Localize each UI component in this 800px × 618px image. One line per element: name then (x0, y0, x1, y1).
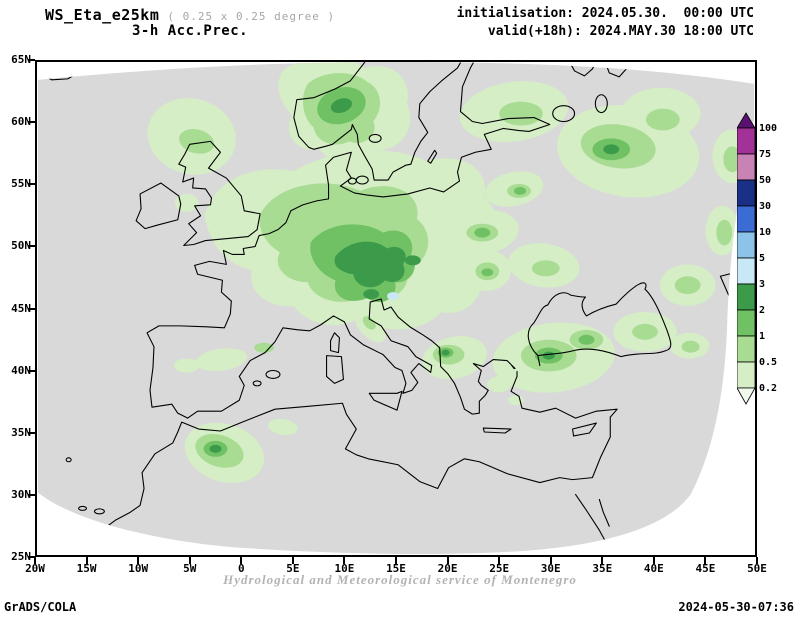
time-block: initialisation: 2024.05.30. 00:00 UTC va… (457, 5, 754, 41)
colorbar-label: 1 (759, 331, 765, 342)
lon-label: 5E (286, 562, 300, 575)
lon-label: 35E (592, 562, 613, 575)
lat-label: 30N (11, 487, 31, 501)
colorbar-label: 3 (759, 279, 765, 290)
lon-label: 15E (386, 562, 406, 575)
lon-label: 5W (183, 562, 197, 575)
watermark: Hydrological and Meteorological service … (223, 572, 577, 587)
lon-tick (85, 557, 88, 564)
colorbar-arrow-down (737, 387, 756, 405)
colorbar-label: 2 (759, 305, 765, 316)
lon-tick (498, 557, 501, 564)
lon-label: 45E (695, 562, 716, 575)
lon-tick (343, 557, 346, 564)
colorbar-segment (737, 231, 756, 259)
grid-resolution: ( 0.25 x 0.25 degree ) (167, 10, 336, 23)
colorbar-segment (737, 283, 756, 311)
lon-label: 0 (237, 562, 245, 575)
colorbar-segment (737, 205, 756, 233)
lat-tick (28, 121, 35, 124)
lon-tick (652, 557, 655, 564)
lat-label: 55N (11, 177, 31, 191)
lon-tick (34, 557, 36, 564)
precip-shading (147, 62, 753, 483)
lon-label: 40E (643, 562, 664, 575)
render-timestamp: 2024-05-30-07:36 (678, 600, 794, 614)
lon-label: 20E (437, 562, 458, 575)
title-block: WS_Eta_e25km ( 0.25 x 0.25 degree ) (45, 5, 335, 24)
colorbar-arrow-up (737, 112, 756, 129)
product-title: 3-h Acc.Prec. (132, 23, 249, 39)
colorbar-label: 75 (759, 149, 771, 160)
lon-label: 15W (76, 562, 97, 575)
precip-level-max (209, 98, 620, 453)
lat-tick (28, 59, 35, 61)
lat-tick (28, 431, 35, 434)
lat-label: 65N (11, 53, 31, 66)
lat-label: 50N (11, 239, 31, 253)
lat-tick (28, 556, 35, 558)
init-time: initialisation: 2024.05.30. 00:00 UTC (456, 6, 754, 21)
colorbar: 100 75 50 30 10 5 3 2 1 0.5 0.2 (737, 112, 777, 405)
lon-label: 10E (334, 562, 355, 575)
lon-tick (188, 557, 191, 564)
lon-tick (395, 557, 397, 564)
lat-label: 35N (11, 425, 31, 439)
lon-label: 25E (489, 562, 510, 575)
valid-time: valid(+18h): 2024.MAY.30 18:00 UTC (487, 24, 754, 39)
lon-label: 20W (25, 562, 45, 575)
colorbar-label: 50 (759, 175, 771, 186)
lon-tick (601, 557, 604, 564)
lon-label: 10W (128, 562, 149, 575)
colorbar-segment (737, 335, 756, 363)
colorbar-label: 0.5 (759, 357, 777, 368)
lon-label: 30E (540, 562, 561, 575)
colorbar-label: 30 (759, 201, 771, 212)
colorbar-label: 5 (759, 253, 765, 264)
colorbar-segment (737, 179, 756, 207)
map-canvas (37, 62, 755, 555)
lat-tick (28, 307, 35, 310)
lon-tick (240, 557, 243, 564)
lat-label: 40N (11, 363, 31, 377)
lon-tick (756, 557, 758, 564)
colorbar-segment (737, 127, 756, 155)
lat-label: 25N (11, 550, 31, 563)
grads-credit: GrADS/COLA (4, 600, 77, 614)
lon-label: 50E (747, 562, 767, 575)
colorbar-label: 0.2 (759, 383, 777, 394)
colorbar-segment (737, 309, 756, 337)
map-frame (35, 60, 757, 557)
lat-tick (28, 183, 35, 186)
lon-tick (291, 557, 294, 564)
colorbar-label: 100 (759, 123, 777, 134)
lat-label: 60N (11, 115, 31, 129)
lon-tick (446, 557, 449, 564)
lat-tick (28, 369, 35, 372)
colorbar-label: 10 (759, 227, 771, 238)
lon-tick (549, 557, 552, 564)
colorbar-segment (737, 257, 756, 285)
precip-cyan-spot (387, 292, 399, 301)
lat-tick (28, 245, 35, 248)
lon-tick (704, 557, 707, 564)
colorbar-segment (737, 153, 756, 181)
lat-tick (28, 493, 35, 496)
colorbar-segment (737, 361, 756, 389)
model-title: WS_Eta_e25km (45, 6, 160, 24)
lon-tick (137, 557, 140, 564)
lat-label: 45N (11, 301, 31, 315)
